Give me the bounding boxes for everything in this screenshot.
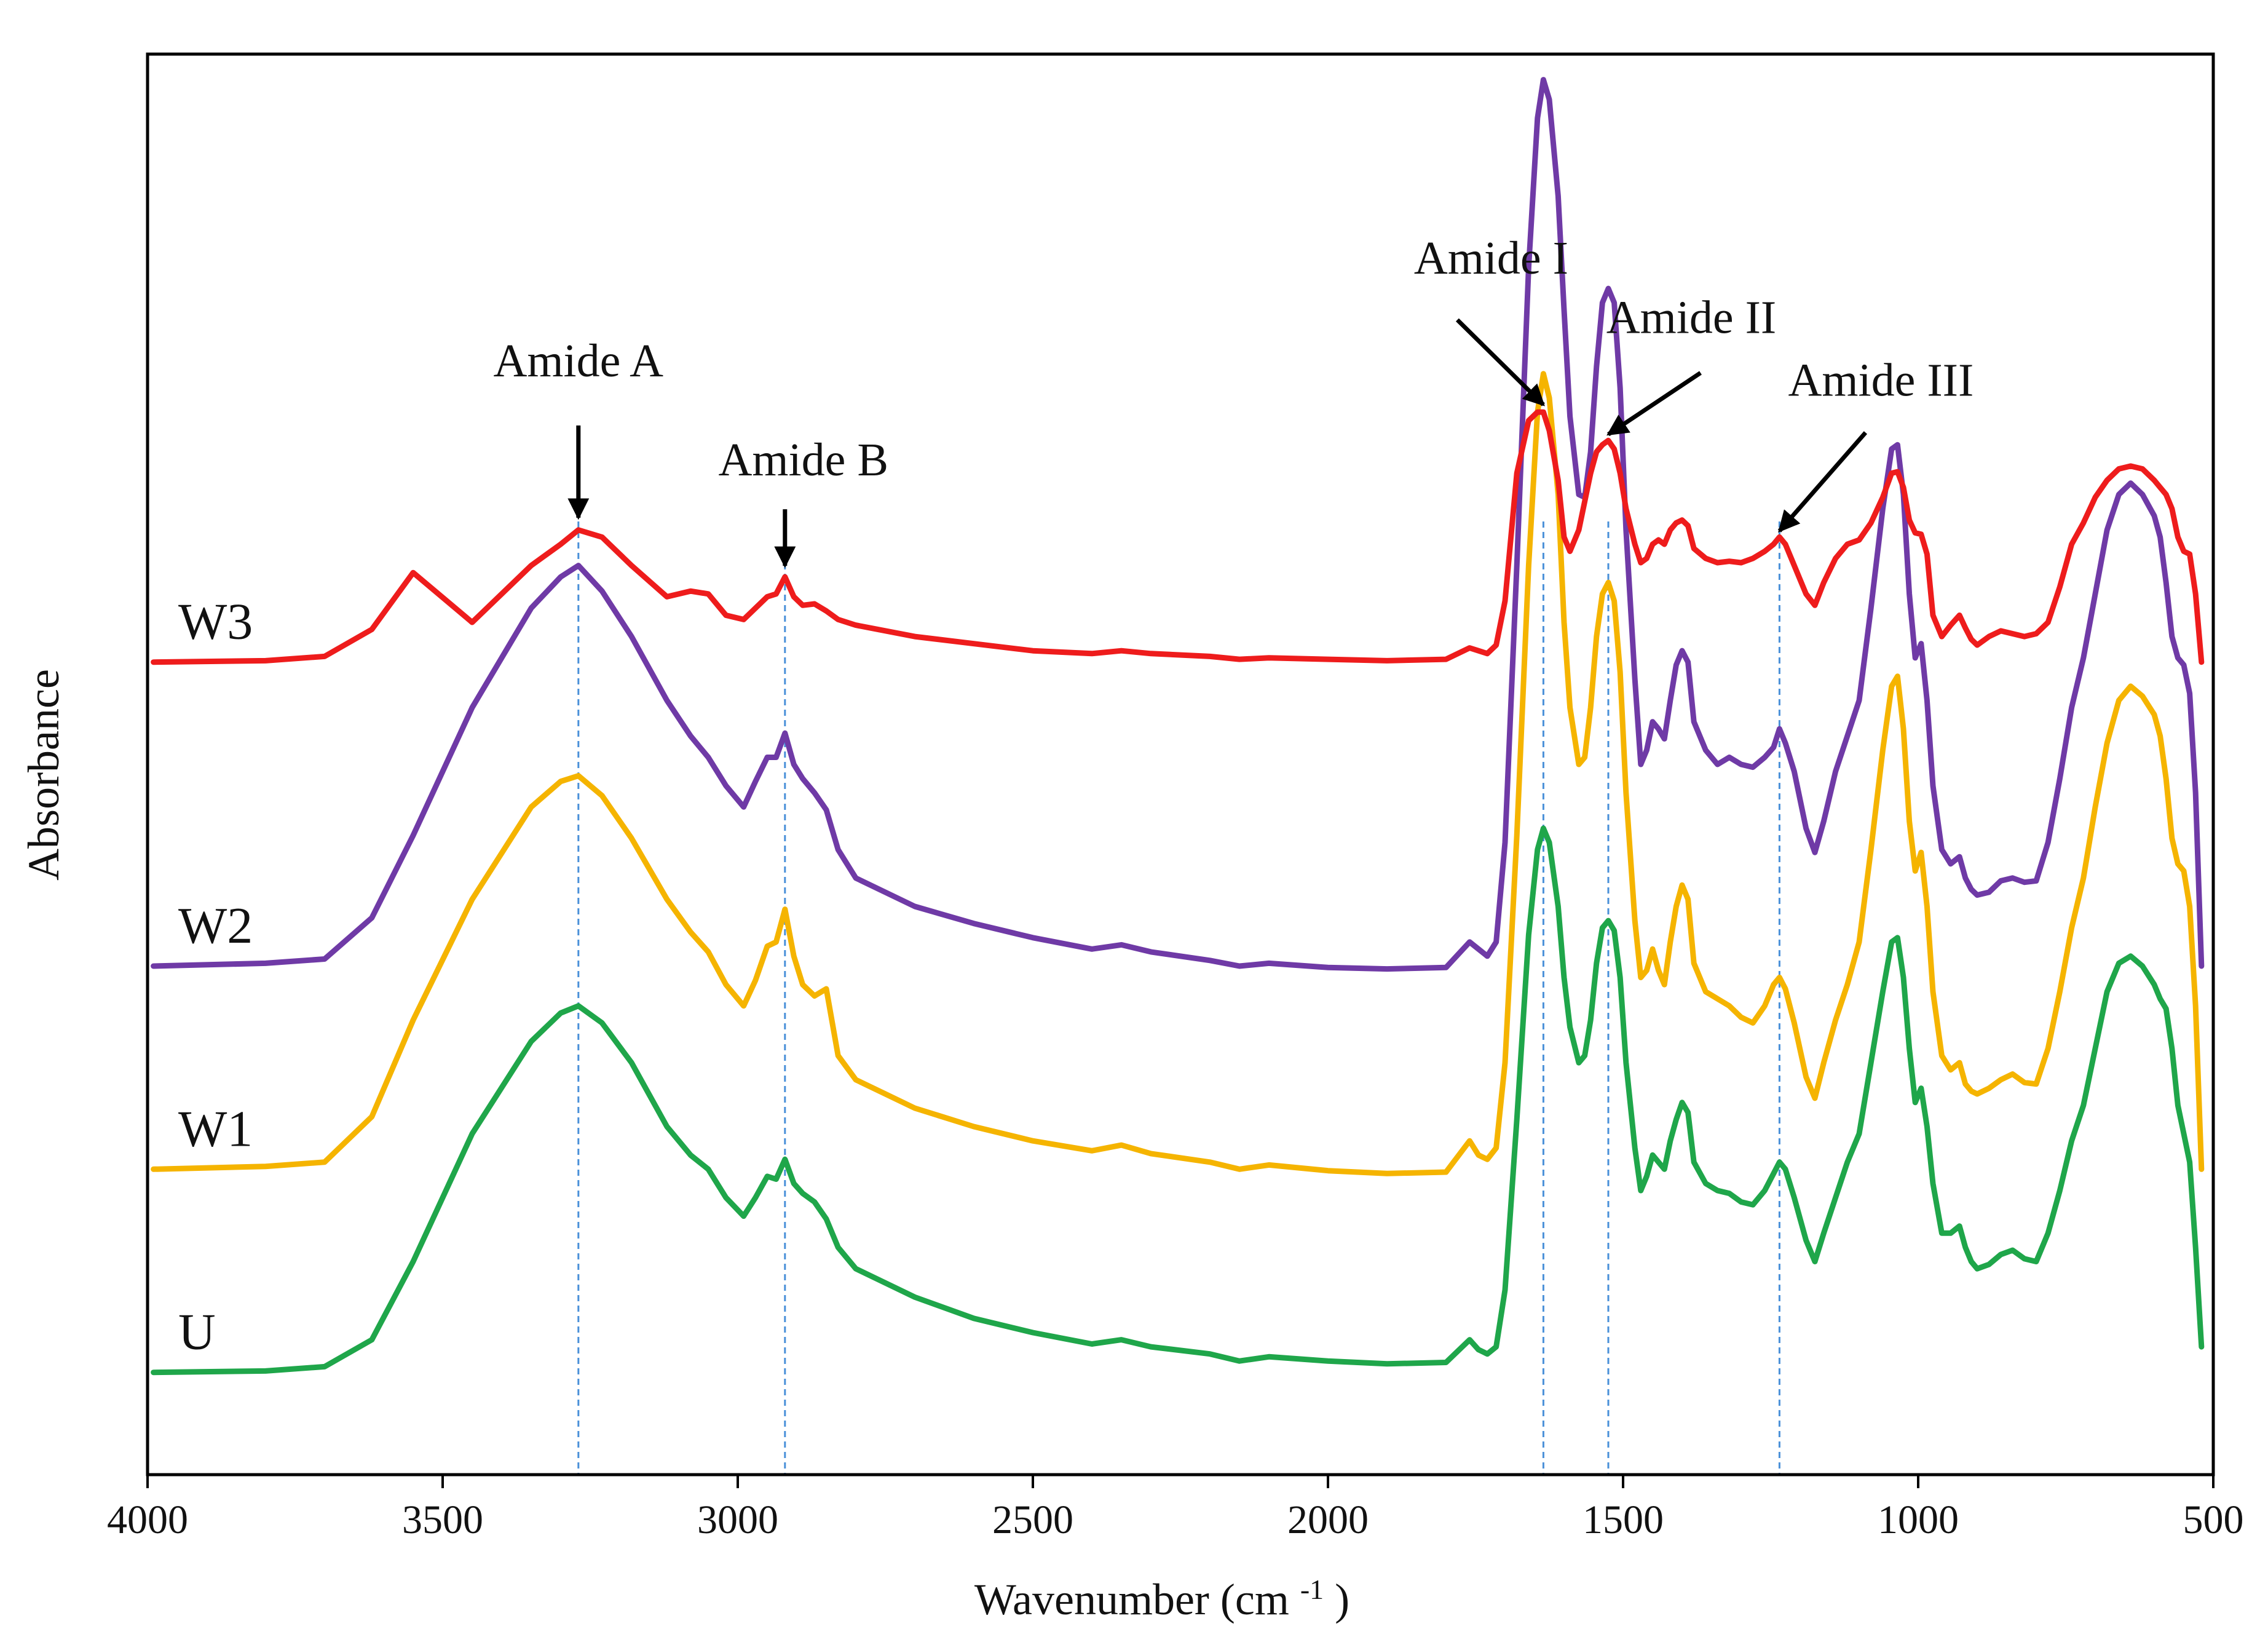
series-label-w3: W3 bbox=[178, 593, 253, 651]
series-label-w2: W2 bbox=[178, 897, 253, 954]
x-axis-ticks: 4000 3500 3000 2500 2000 1500 1000 500 bbox=[107, 1475, 2244, 1542]
plot-frame bbox=[146, 52, 2215, 1477]
amide-i-arrow bbox=[1455, 318, 1545, 406]
series-line-w1 bbox=[151, 371, 2205, 1176]
x-tick-label-1000: 1000 bbox=[1878, 1497, 1959, 1542]
x-axis-title: Wavenumber (cm -1 ) bbox=[974, 1574, 1349, 1625]
reference-lines bbox=[577, 521, 1780, 1475]
x-axis-title-suffix: ) bbox=[1335, 1575, 1349, 1624]
x-axis-title-superscript: -1 bbox=[1300, 1574, 1324, 1605]
series-line-w3 bbox=[151, 409, 2205, 665]
x-tick-label-4000: 4000 bbox=[107, 1497, 188, 1542]
x-axis-title-main: Wavenumber (cm bbox=[974, 1575, 1289, 1624]
series-label-w1: W1 bbox=[178, 1100, 253, 1157]
amide-a-label: Amide A bbox=[494, 335, 664, 387]
x-tick-label-1500: 1500 bbox=[1582, 1497, 1664, 1542]
x-tick-label-3500: 3500 bbox=[402, 1497, 483, 1542]
amide-ii-arrow bbox=[1606, 371, 1702, 437]
amide-iii-arrow bbox=[1777, 431, 1868, 533]
amide-b-label: Amide B bbox=[719, 434, 889, 486]
series-line-u bbox=[151, 825, 2205, 1376]
spectrum-series bbox=[151, 77, 2205, 1376]
y-axis-title: Absorbance bbox=[19, 669, 68, 881]
x-tick-label-500: 500 bbox=[2183, 1497, 2244, 1542]
x-tick-label-2000: 2000 bbox=[1287, 1497, 1369, 1542]
x-tick-label-2500: 2500 bbox=[992, 1497, 1073, 1542]
x-tick-label-3000: 3000 bbox=[697, 1497, 778, 1542]
series-line-w2 bbox=[151, 77, 2205, 972]
series-label-u: U bbox=[178, 1304, 216, 1361]
series-labels: U W1 W2 W3 bbox=[178, 593, 253, 1361]
amide-i-label: Amide I bbox=[1414, 232, 1568, 284]
amide-iii-label: Amide III bbox=[1788, 354, 1974, 406]
amide-ii-label: Amide II bbox=[1606, 291, 1776, 343]
